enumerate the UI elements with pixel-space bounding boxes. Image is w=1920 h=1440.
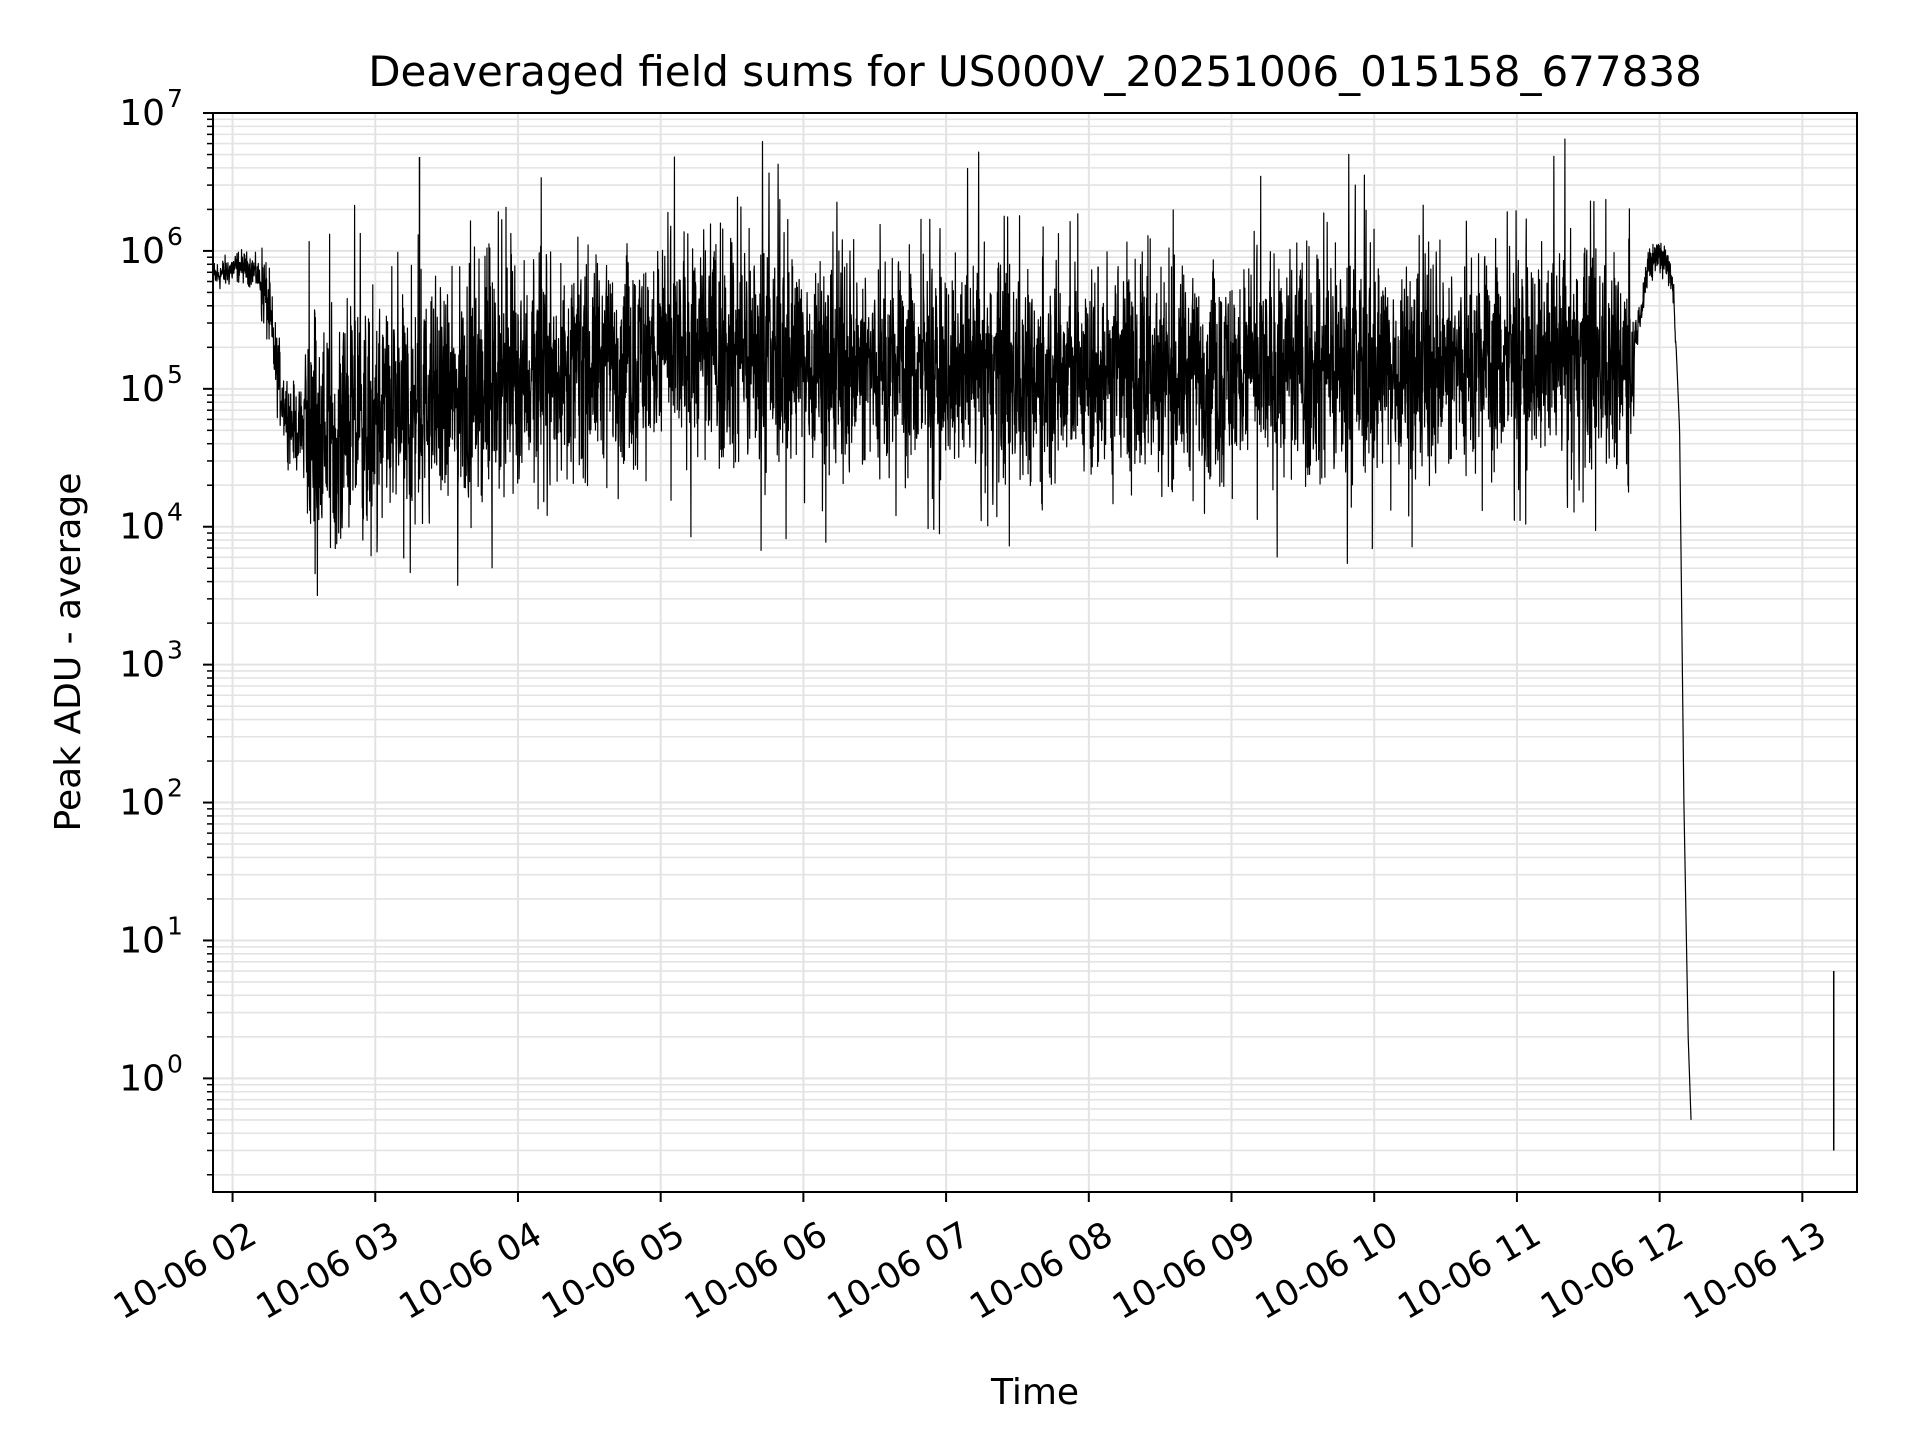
y-tick-label: 10 7 [119, 84, 183, 134]
y-tick-base: 10 [119, 231, 165, 272]
x-axis-label: Time [990, 1372, 1079, 1413]
y-tick-exponent: 2 [167, 774, 183, 803]
y-axis-label: Peak ADU - average [48, 473, 89, 832]
y-tick-exponent: 1 [167, 911, 183, 940]
y-tick-label: 10 5 [119, 360, 183, 410]
y-tick-label: 10 3 [119, 636, 183, 686]
y-tick-exponent: 7 [167, 84, 183, 113]
series-layer [213, 138, 1835, 1151]
y-tick-label: 10 6 [119, 222, 183, 272]
y-tick-base: 10 [119, 93, 165, 134]
y-tick-exponent: 3 [167, 636, 183, 665]
y-tick-base: 10 [119, 783, 165, 824]
y-tick-label: 10 2 [119, 774, 183, 824]
y-tick-label: 10 0 [119, 1049, 183, 1099]
y-tick-base: 10 [119, 369, 165, 410]
chart-title: Deaveraged field sums for US000V_2025100… [368, 47, 1702, 96]
y-tick-base: 10 [119, 920, 165, 961]
y-tick-exponent: 0 [167, 1049, 183, 1078]
y-tick-label: 10 4 [119, 498, 183, 548]
y-tick-exponent: 6 [167, 222, 183, 251]
y-tick-exponent: 5 [167, 360, 183, 389]
y-tick-base: 10 [119, 507, 165, 548]
y-tick-base: 10 [119, 645, 165, 686]
y-tick-label: 10 1 [119, 911, 183, 961]
y-tick-base: 10 [119, 1058, 165, 1099]
series-line [213, 138, 1692, 1120]
y-tick-exponent: 4 [167, 498, 183, 527]
plot-frame [212, 112, 1858, 1193]
